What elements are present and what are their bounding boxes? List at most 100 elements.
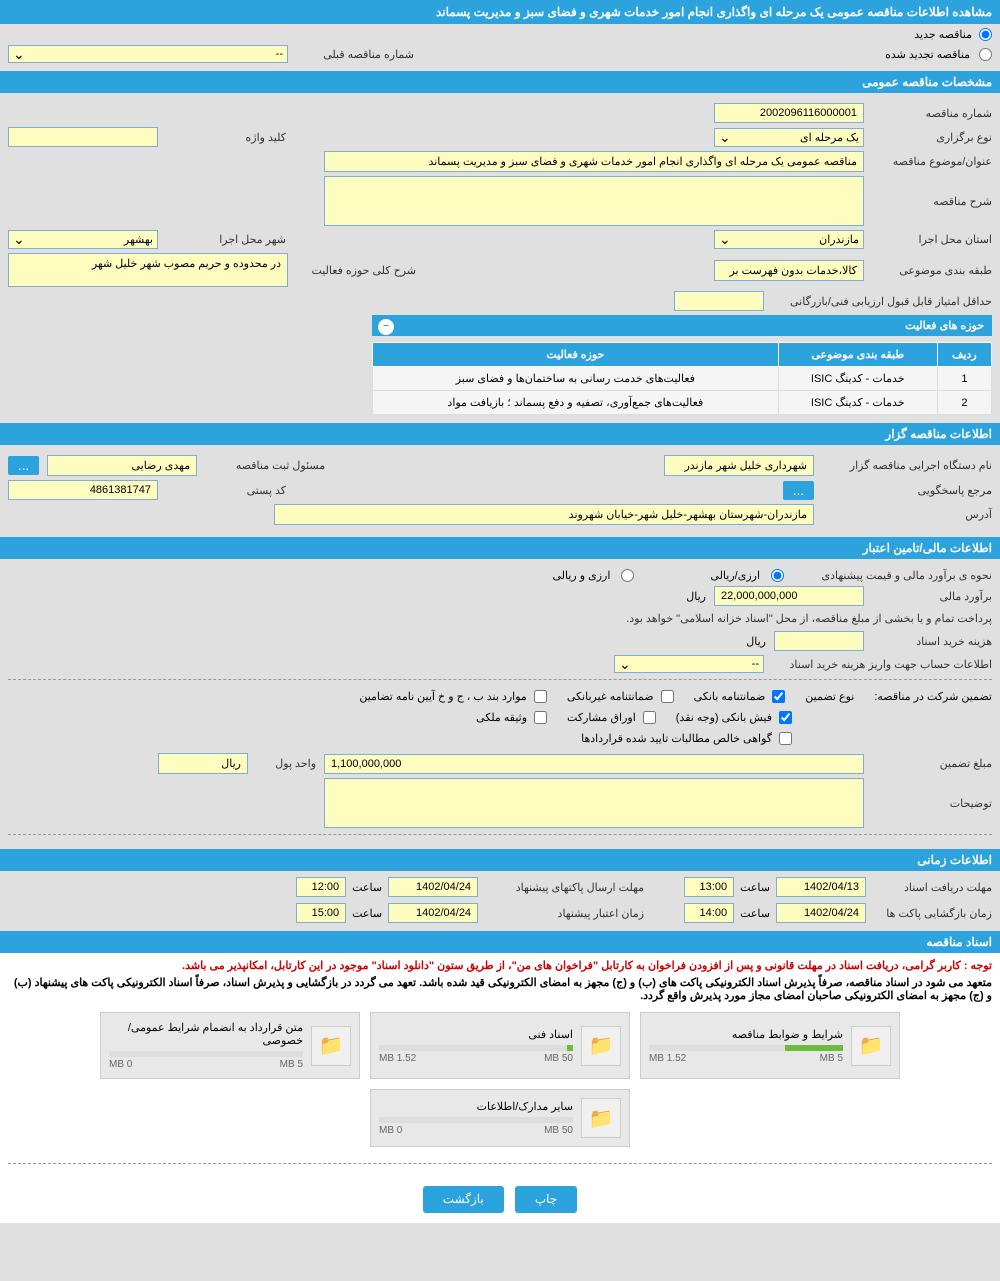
lbl-time4: ساعت [352,907,382,920]
collapse-icon[interactable]: – [378,319,394,335]
lbl-doc-deadline: مهلت دریافت اسناد [872,881,992,894]
doc-box[interactable]: 📁 سایر مدارک/اطلاعات 50 MB0 MB [370,1089,630,1147]
section-general: مشخصات مناقصه عمومی [0,71,1000,93]
table-row: 2خدمات - کدینگ ISICفعالیت‌های جمع‌آوری، … [373,391,992,415]
fld-doc-deadline-date: 1402/04/13 [776,877,866,897]
lbl-notes: توضیحات [872,797,992,810]
fld-packet-deadline-time: 12:00 [296,877,346,897]
section-organizer: اطلاعات مناقصه گزار [0,423,1000,445]
chk-cash[interactable] [779,711,792,724]
lbl-guarantee: تضمین شرکت در مناقصه: [874,690,992,703]
lbl-currency: ریال [686,590,706,603]
chk-nonbank[interactable] [661,690,674,703]
fld-min-score[interactable] [674,291,764,311]
lbl-guarantee-types: نوع تضمین [805,690,854,703]
lbl-estimate: برآورد مالی [872,590,992,603]
lbl-packet-deadline: مهلت ارسال پاکتهای پیشنهاد [484,881,644,894]
lbl-desc: شرح مناقصه [872,195,992,208]
lbl-type: نوع برگزاری [872,131,992,144]
doc-title: شرایط و ضوابط مناقصه [649,1028,843,1041]
doc-title: متن قرارداد به انضمام شرایط عمومی/خصوصی [109,1021,303,1047]
radio-currency[interactable] [621,569,634,582]
radio-new-tender[interactable] [979,28,992,41]
doc-box[interactable]: 📁 اسناد فنی 50 MB1.52 MB [370,1012,630,1079]
label-renewed-tender: مناقصه تجدید شده [885,48,970,61]
lbl-currency2: ریال [746,635,766,648]
fld-postal: 4861381747 [8,480,158,500]
folder-icon: 📁 [851,1026,891,1066]
lbl-min-score: حداقل امتیاز قابل قبول ارزیابی فنی/بازرگ… [772,295,992,308]
lbl-responsible: مسئول ثبت مناقصه [205,459,325,472]
lbl-opt-currency: ارزی و ریالی [552,569,610,582]
fld-validity-date: 1402/04/24 [388,903,478,923]
lbl-activity-scope: شرح کلی حوزه فعالیت [296,264,416,277]
lbl-guarantee-amount: مبلغ تضمین [872,757,992,770]
section-timing: اطلاعات زمانی [0,849,1000,871]
lbl-time1: ساعت [740,881,770,894]
lbl-address: آدرس [822,508,992,521]
chk-securities[interactable] [643,711,656,724]
lbl-account: اطلاعات حساب جهت واریز هزینه خرید اسناد [772,658,992,671]
btn-responsible-more[interactable]: ... [8,456,39,475]
lbl-number: شماره مناقصه [872,107,992,120]
lbl-postal: کد پستی [166,484,286,497]
th-scope: حوزه فعالیت [373,343,779,367]
btn-back[interactable]: بازگشت [423,1186,504,1213]
fld-notes[interactable] [324,778,864,828]
fld-exec: شهرداری خلیل شهر مازندر [664,455,814,476]
activity-table-header: حوزه های فعالیت – [372,315,992,336]
lbl-category: طبقه بندی موضوعی [872,264,992,277]
sel-province[interactable]: مازندران [714,230,864,249]
btn-print[interactable]: چاپ [515,1186,577,1213]
lbl-time2: ساعت [352,881,382,894]
payment-note: پرداخت تمام و یا بخشی از مبلغ مناقصه، از… [8,610,992,627]
lbl-opt-rial: ارزی/ریالی [710,569,760,582]
lbl-subject: عنوان/موضوع مناقصه [872,155,992,168]
doc-note2: متعهد می شود در اسناد مناقصه، صرفاً پذیر… [8,976,992,1002]
doc-title: اسناد فنی [379,1028,573,1041]
page-title: مشاهده اطلاعات مناقصه عمومی یک مرحله ای … [0,0,1000,24]
fld-activity-scope: در محدوده و حریم مصوب شهر خلیل شهر [8,253,288,287]
fld-desc[interactable] [324,176,864,226]
lbl-validity: زمان اعتبار پیشنهاد [484,907,644,920]
folder-icon: 📁 [581,1098,621,1138]
fld-guarantee-amount: 1,100,000,000 [324,754,864,774]
fld-opening-time: 14:00 [684,903,734,923]
sel-city[interactable]: بهشهر [8,230,158,249]
chk-property[interactable] [534,711,547,724]
label-prev-number: شماره مناقصه قبلی [294,48,414,61]
chk-bank[interactable] [772,690,785,703]
fld-estimate: 22,000,000,000 [714,586,864,606]
fld-keyword[interactable] [8,127,158,147]
chk-receivables[interactable] [779,732,792,745]
fld-unit: ریال [158,753,248,774]
fld-address: مازندران-شهرستان بهشهر-خلیل شهر-خیابان ش… [274,504,814,525]
doc-note1: توجه : کاربر گرامی، دریافت اسناد در مهلت… [8,959,992,972]
fld-number: 2002096116000001 [714,103,864,123]
lbl-doc-cost: هزینه خرید اسناد [872,635,992,648]
fld-validity-time: 15:00 [296,903,346,923]
folder-icon: 📁 [581,1026,621,1066]
lbl-exec: نام دستگاه اجرایی مناقصه گزار [822,459,992,472]
fld-doc-deadline-time: 13:00 [684,877,734,897]
fld-responsible: مهدی رضایی [47,455,197,476]
btn-response-ref[interactable]: ... [783,481,814,500]
radio-renewed-tender[interactable] [979,48,992,61]
radio-rial[interactable] [771,569,784,582]
section-financial: اطلاعات مالی/تامین اعتبار [0,537,1000,559]
doc-box[interactable]: 📁 شرایط و ضوابط مناقصه 5 MB1.52 MB [640,1012,900,1079]
fld-doc-cost[interactable] [774,631,864,651]
doc-title: سایر مدارک/اطلاعات [379,1100,573,1113]
select-prev-number[interactable]: -- [8,45,288,63]
sel-type[interactable]: یک مرحله ای [714,128,864,147]
sel-account[interactable]: -- [614,655,764,673]
th-category: طبقه بندی موضوعی [778,343,937,367]
doc-box[interactable]: 📁 متن قرارداد به انضمام شرایط عمومی/خصوص… [100,1012,360,1079]
label-new-tender: مناقصه جدید [914,28,972,41]
chk-bylaw[interactable] [534,690,547,703]
fld-packet-deadline-date: 1402/04/24 [388,877,478,897]
folder-icon: 📁 [311,1026,351,1066]
lbl-province: استان محل اجرا [872,233,992,246]
fld-subject: مناقصه عمومی یک مرحله ای واگذاری انجام ا… [324,151,864,172]
th-row: ردیف [937,343,991,367]
